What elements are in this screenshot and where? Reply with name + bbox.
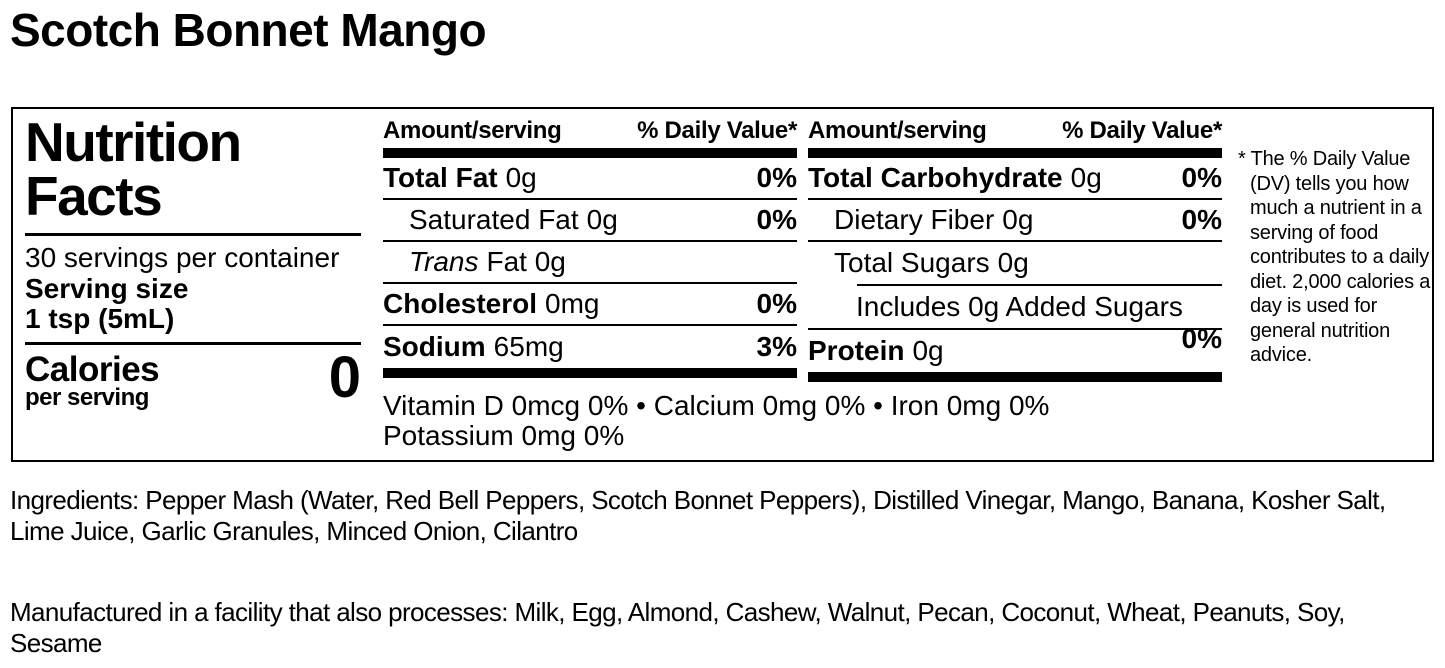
column-header: Amount/serving % Daily Value* (383, 109, 797, 148)
nutrient-name: Total Fat (383, 162, 498, 193)
allergen-statement: Manufactured in a facility that also pro… (10, 597, 1345, 658)
nutrient-dv: 0% (1181, 204, 1222, 235)
thick-divider (383, 368, 797, 378)
thick-divider (808, 148, 1222, 158)
servings-per-container: 30 servings per container (25, 242, 340, 273)
nutrient-name: Sodium (383, 331, 486, 362)
page-title: Scotch Bonnet Mango (10, 4, 487, 56)
thick-divider (808, 372, 1222, 382)
nutrient-dv: 0% (756, 204, 797, 235)
amount-per-serving-header: Amount/serving (808, 117, 987, 144)
added-sugars-dv: 0% (1181, 323, 1222, 354)
total-carbohydrate-row: Total Carbohydrate 0g 0% (808, 158, 1222, 200)
nutrient-dv: 0% (756, 288, 797, 319)
nutrient-name: Cholesterol (383, 288, 538, 319)
nutrient-name: Total Carbohydrate (808, 162, 1063, 193)
calories-value: 0 (328, 345, 361, 410)
nutrient-amount: 0g (912, 335, 944, 366)
saturated-fat-row: Saturated Fat 0g 0% (383, 200, 797, 242)
serving-info-column: Nutrition Facts 30 servings per containe… (13, 109, 373, 460)
amount-per-serving-header: Amount/serving (383, 117, 562, 144)
nutrition-facts-heading: Nutrition Facts (25, 111, 242, 227)
nutrient-amount: 0g (505, 162, 537, 193)
nutrient-amount: 0g (586, 204, 618, 235)
nutrient-dv: 0% (1181, 162, 1222, 193)
cholesterol-row: Cholesterol 0mg 0% (383, 284, 797, 326)
nutrient-amount: 0mg (545, 288, 600, 319)
nutrient-name: Trans (409, 246, 479, 277)
trans-fat-row: Trans Fat 0g (383, 242, 797, 284)
added-sugars-row: Includes 0g Added Sugars (808, 286, 1222, 328)
divider (25, 233, 361, 236)
nutrient-name: Dietary Fiber (834, 204, 995, 235)
serving-size-value: 1 tsp (5mL) (25, 303, 175, 334)
footnote-column: * The % Daily Value (DV) tells you how m… (1238, 109, 1434, 460)
thick-divider (383, 148, 797, 158)
daily-value-header: % Daily Value* (637, 117, 797, 144)
nutrient-amount: Fat 0g (486, 246, 566, 277)
column-header: Amount/serving % Daily Value* (808, 109, 1222, 148)
micronutrients-text: Vitamin D 0mcg 0% • Calcium 0mg 0% • Iro… (383, 391, 1083, 451)
nutrient-amount: 0g (1002, 204, 1034, 235)
daily-value-footnote: * The % Daily Value (DV) tells you how m… (1238, 148, 1431, 366)
dietary-fiber-row: Dietary Fiber 0g 0% (808, 200, 1222, 242)
nutrient-column-right: Amount/serving % Daily Value* Total Carb… (808, 109, 1222, 460)
calories-label: Calories (25, 350, 160, 389)
daily-value-header: % Daily Value* (1062, 117, 1222, 144)
micronutrients-line1: Vitamin D 0mcg 0% • Calcium 0mg 0% • Iro… (383, 390, 1050, 421)
protein-row: Protein 0g (808, 330, 1222, 372)
nutrient-amount: 0g (1070, 162, 1102, 193)
calories-labels: Calories per serving (25, 350, 160, 411)
total-fat-row: Total Fat 0g 0% (383, 158, 797, 200)
calories-sublabel: per serving (25, 384, 149, 411)
nutrient-name: Total Sugars (834, 247, 990, 278)
indented-divider (857, 284, 1222, 286)
divider (25, 342, 361, 345)
nutrient-name: Includes 0g Added Sugars (856, 291, 1183, 322)
total-sugars-row: Total Sugars 0g (808, 242, 1222, 284)
nutrient-name: Saturated Fat (409, 204, 579, 235)
nutrient-column-left: Amount/serving % Daily Value* Total Fat … (383, 109, 797, 460)
micronutrients-line2: Potassium 0mg 0% (383, 420, 625, 451)
nutrient-amount: 65mg (493, 331, 564, 362)
sodium-row: Sodium 65mg 3% (383, 326, 797, 368)
nutrient-dv: 0% (756, 162, 797, 193)
nutrient-name: Protein (808, 335, 905, 366)
divider (808, 328, 1222, 330)
nutrient-dv: 3% (756, 331, 797, 362)
nutrition-facts-panel: Nutrition Facts 30 servings per containe… (11, 107, 1434, 462)
serving-size-label: Serving size (25, 273, 189, 304)
nutrient-amount: 0g (997, 247, 1029, 278)
calories-row: Calories per serving 0 (25, 345, 361, 411)
ingredients-text: Ingredients: Pepper Mash (Water, Red Bel… (10, 485, 1386, 546)
